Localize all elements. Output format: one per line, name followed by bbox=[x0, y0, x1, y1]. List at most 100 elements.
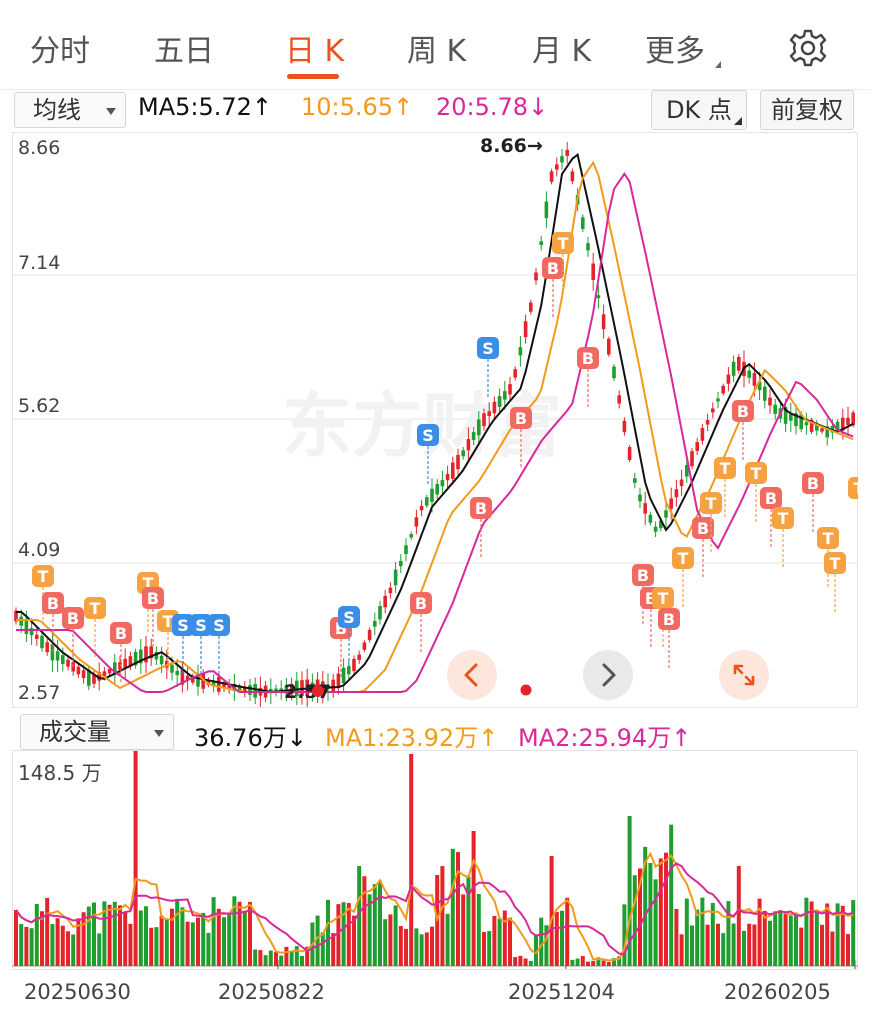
candle-body bbox=[570, 171, 575, 182]
tab-five-day[interactable]: 五日 bbox=[154, 34, 214, 69]
volume-bar bbox=[825, 903, 830, 966]
candle-body bbox=[128, 656, 133, 666]
volume-bar bbox=[440, 866, 445, 966]
candlestick-chart-canvas: 东方财富BBBBTBBBTBTBTTBTBTBTTTTBBTBTBTSSSBSS… bbox=[12, 132, 870, 708]
volume-bar bbox=[398, 926, 403, 966]
trade-marker-label: S bbox=[343, 608, 355, 627]
candle-body bbox=[664, 510, 668, 518]
candle-body bbox=[508, 384, 512, 395]
date-label: 20251204 bbox=[508, 980, 615, 1004]
volume-bar bbox=[331, 933, 336, 966]
trade-marker bbox=[760, 487, 782, 509]
ma-selector[interactable]: 均线 bbox=[14, 92, 126, 128]
tab-more[interactable]: 更多 bbox=[645, 26, 721, 70]
date-label: 20250822 bbox=[218, 980, 325, 1004]
candle-body bbox=[622, 420, 627, 433]
candle-body bbox=[45, 642, 49, 653]
volume-bar bbox=[201, 912, 206, 966]
candle-body bbox=[144, 646, 148, 663]
price-axis-label: 4.09 bbox=[18, 539, 61, 561]
volume-bar bbox=[674, 908, 679, 966]
trade-marker-label: T bbox=[751, 464, 762, 483]
prev-button[interactable] bbox=[447, 650, 497, 700]
gear-icon[interactable] bbox=[788, 28, 828, 68]
volume-bar bbox=[804, 897, 809, 966]
volume-bar bbox=[544, 925, 549, 966]
volume-bar bbox=[528, 960, 533, 966]
volume-bar bbox=[617, 956, 622, 966]
volume-bar bbox=[258, 950, 263, 966]
candle-body bbox=[716, 398, 720, 402]
volume-bar bbox=[846, 934, 850, 966]
candle-body bbox=[799, 414, 803, 430]
volume-ma2: MA2:25.94万↑ bbox=[518, 724, 692, 752]
price-axis-label: 7.14 bbox=[18, 252, 61, 274]
volume-bar bbox=[580, 956, 585, 966]
tab-weekly-k[interactable]: 周 K bbox=[407, 34, 467, 69]
dk-point-button[interactable]: DK 点 bbox=[651, 90, 747, 130]
volume-bar bbox=[14, 910, 18, 966]
candle-body bbox=[347, 666, 351, 675]
dropdown-caret-icon bbox=[106, 108, 116, 115]
volume-bar bbox=[851, 900, 856, 966]
volume-bar bbox=[341, 902, 346, 966]
volume-bar bbox=[705, 924, 710, 966]
volume-bar bbox=[747, 923, 752, 966]
volume-bar bbox=[107, 904, 112, 966]
candle-body bbox=[685, 464, 689, 477]
volume-bar bbox=[492, 915, 497, 966]
volume-bar bbox=[476, 893, 481, 966]
candle-body bbox=[445, 474, 450, 481]
candle-body bbox=[794, 413, 798, 427]
candle-body bbox=[237, 685, 242, 691]
volume-bar bbox=[242, 910, 247, 966]
trade-marker bbox=[208, 614, 230, 636]
volume-bar bbox=[731, 923, 736, 966]
volume-bar bbox=[710, 902, 715, 966]
volume-bar bbox=[586, 961, 590, 966]
volume-bar bbox=[216, 908, 221, 966]
fullscreen-button[interactable] bbox=[719, 650, 769, 700]
volume-bar bbox=[606, 961, 611, 966]
candle-body bbox=[804, 422, 809, 426]
tab-intraday[interactable]: 分时 bbox=[30, 34, 90, 69]
volume-bar bbox=[149, 927, 154, 966]
next-button[interactable] bbox=[583, 650, 633, 700]
volume-bar bbox=[268, 950, 273, 966]
candle-body bbox=[560, 156, 564, 163]
volume-bar bbox=[352, 915, 356, 966]
candle-body bbox=[773, 404, 777, 414]
volume-bar bbox=[154, 927, 159, 966]
candle-body bbox=[643, 503, 647, 514]
trade-marker-label: B bbox=[515, 409, 527, 428]
volume-selector[interactable]: 成交量 bbox=[20, 714, 174, 750]
volume-bar bbox=[180, 907, 185, 966]
ma20-value: 20:5.78↓ bbox=[436, 93, 549, 121]
volume-bar bbox=[762, 910, 767, 966]
volume-bar bbox=[367, 894, 372, 966]
candle-body bbox=[248, 685, 252, 695]
candle-body bbox=[383, 595, 387, 608]
trade-marker-label: T bbox=[830, 554, 841, 573]
candle-body bbox=[674, 489, 679, 498]
volume-bar bbox=[840, 905, 845, 966]
volume-chart[interactable] bbox=[12, 750, 858, 970]
volume-chart-canvas bbox=[12, 750, 858, 970]
volume-bar bbox=[601, 960, 606, 966]
candle-body bbox=[107, 669, 112, 674]
volume-bar bbox=[445, 913, 450, 966]
trade-marker bbox=[190, 614, 212, 636]
trade-marker-label: B bbox=[582, 349, 594, 368]
volume-bar bbox=[71, 934, 76, 966]
candlestick-chart[interactable]: 东方财富BBBBTBBBTBTBTTBTBTBTTTTBBTBTBTSSSBSS… bbox=[12, 132, 870, 708]
trade-marker-label: B bbox=[807, 474, 819, 493]
trade-marker bbox=[477, 337, 499, 359]
forward-adjust-button[interactable]: 前复权 bbox=[760, 90, 854, 130]
candle-body bbox=[253, 684, 257, 698]
chevron-left-icon bbox=[464, 663, 478, 687]
volume-bar bbox=[40, 911, 44, 966]
trade-marker-label: B bbox=[47, 594, 59, 613]
volume-bar bbox=[372, 884, 377, 966]
tab-monthly-k[interactable]: 月 K bbox=[532, 34, 592, 69]
tab-daily-k[interactable]: 日 K bbox=[285, 34, 345, 69]
